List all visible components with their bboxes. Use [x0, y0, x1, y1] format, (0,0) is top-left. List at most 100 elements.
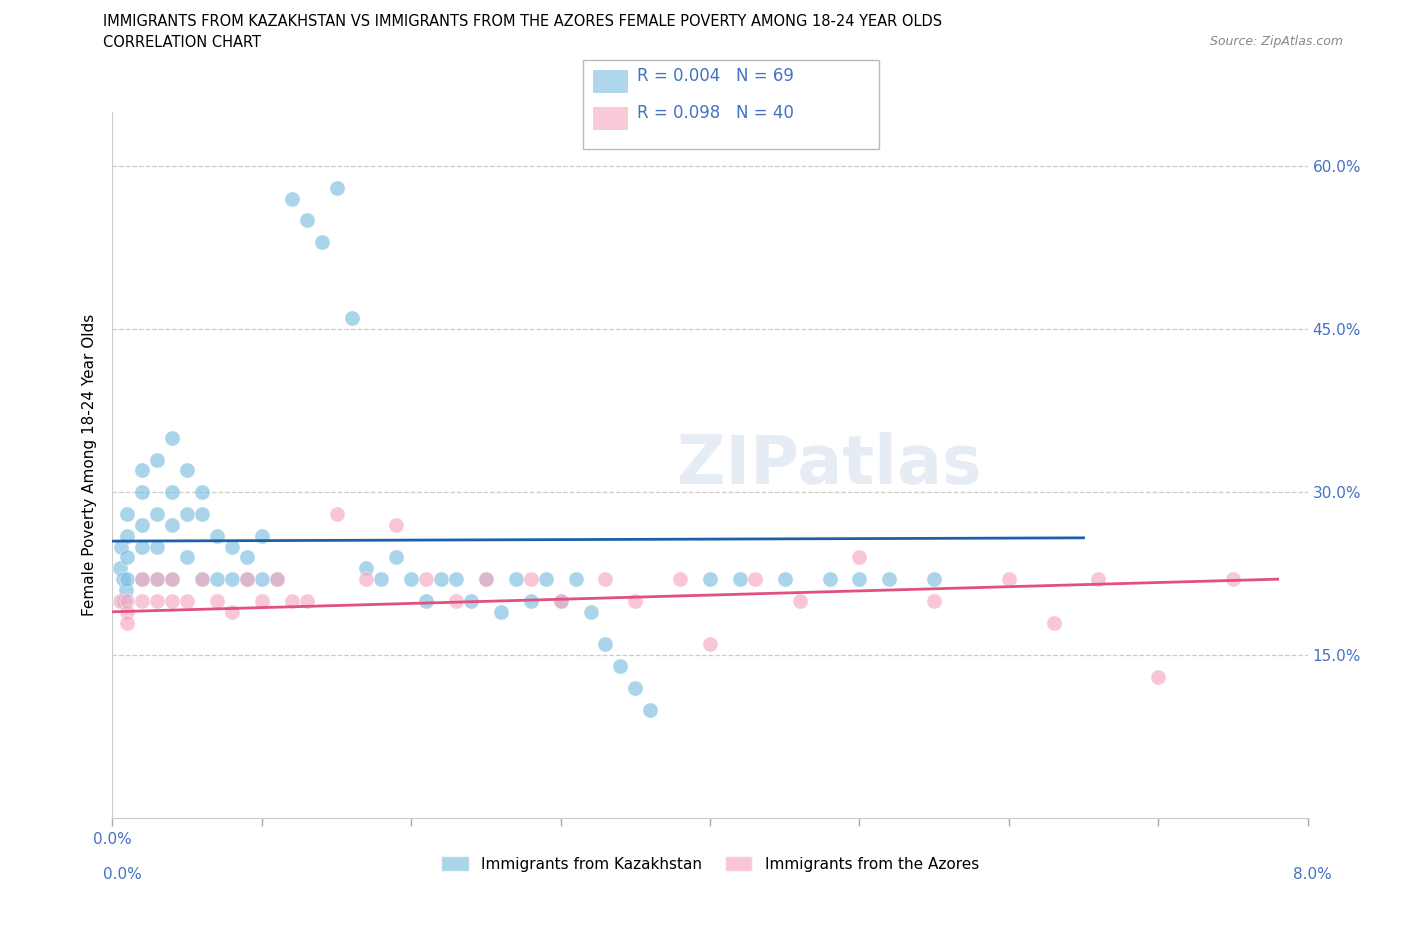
Point: [489, 604, 512, 619]
Point: [385, 550, 408, 565]
Point: [1087, 572, 1109, 587]
Point: [475, 572, 498, 587]
Point: [131, 539, 153, 554]
Point: [205, 528, 228, 543]
Point: [117, 604, 139, 619]
Point: [640, 702, 662, 717]
Point: [191, 485, 214, 499]
Point: [340, 311, 363, 325]
Point: [117, 593, 139, 608]
Text: 0.0%: 0.0%: [103, 867, 142, 882]
Point: [117, 507, 139, 522]
Point: [221, 604, 243, 619]
Point: [176, 593, 198, 608]
Point: [370, 572, 392, 587]
Point: [281, 192, 304, 206]
Point: [266, 572, 288, 587]
Point: [162, 593, 183, 608]
Point: [430, 572, 453, 587]
Point: [295, 213, 318, 228]
Point: [877, 572, 901, 587]
Point: [236, 572, 259, 587]
Point: [595, 572, 617, 587]
Point: [146, 452, 169, 467]
Point: [131, 572, 153, 587]
Point: [191, 572, 214, 587]
Point: [205, 572, 228, 587]
Point: [117, 616, 139, 631]
Point: [266, 572, 288, 587]
Point: [505, 572, 527, 587]
Point: [401, 572, 423, 587]
Point: [131, 463, 153, 478]
Point: [205, 593, 228, 608]
Point: [191, 507, 214, 522]
Point: [281, 593, 304, 608]
Point: [295, 593, 318, 608]
Point: [250, 572, 273, 587]
Point: [131, 593, 153, 608]
Point: [236, 550, 259, 565]
Point: [922, 593, 945, 608]
Point: [998, 572, 1021, 587]
Text: IMMIGRANTS FROM KAZAKHSTAN VS IMMIGRANTS FROM THE AZORES FEMALE POVERTY AMONG 18: IMMIGRANTS FROM KAZAKHSTAN VS IMMIGRANTS…: [103, 14, 942, 29]
Point: [818, 572, 841, 587]
Point: [385, 517, 408, 532]
Point: [325, 507, 347, 522]
Point: [146, 593, 169, 608]
Point: [744, 572, 766, 587]
Point: [699, 637, 721, 652]
Point: [444, 572, 467, 587]
Point: [111, 572, 134, 587]
Point: [221, 539, 243, 554]
Point: [236, 572, 259, 587]
Point: [415, 572, 437, 587]
Point: [520, 593, 543, 608]
Point: [146, 539, 169, 554]
Text: CORRELATION CHART: CORRELATION CHART: [103, 35, 260, 50]
Point: [595, 637, 617, 652]
Point: [534, 572, 557, 587]
Point: [162, 572, 183, 587]
Point: [624, 593, 647, 608]
Point: [162, 517, 183, 532]
Point: [176, 507, 198, 522]
Point: [221, 572, 243, 587]
Point: [922, 572, 945, 587]
Point: [117, 528, 139, 543]
Point: [117, 572, 139, 587]
Point: [146, 572, 169, 587]
Point: [609, 658, 631, 673]
Point: [131, 572, 153, 587]
Point: [550, 593, 572, 608]
Point: [789, 593, 811, 608]
Point: [415, 593, 437, 608]
Point: [250, 528, 273, 543]
Point: [162, 485, 183, 499]
Point: [848, 550, 870, 565]
Point: [475, 572, 498, 587]
Point: [131, 485, 153, 499]
Point: [176, 550, 198, 565]
Point: [1147, 670, 1170, 684]
Point: [191, 572, 214, 587]
Point: [550, 593, 572, 608]
Point: [460, 593, 482, 608]
Point: [117, 550, 139, 565]
Text: R = 0.004   N = 69: R = 0.004 N = 69: [637, 67, 794, 86]
Point: [444, 593, 467, 608]
Point: [311, 234, 333, 249]
Point: [325, 180, 347, 195]
Point: [162, 431, 183, 445]
Point: [115, 582, 138, 597]
Point: [564, 572, 586, 587]
Point: [624, 681, 647, 696]
Text: Source: ZipAtlas.com: Source: ZipAtlas.com: [1209, 35, 1343, 48]
Point: [114, 593, 135, 608]
Text: R = 0.098   N = 40: R = 0.098 N = 40: [637, 104, 794, 123]
Point: [728, 572, 751, 587]
Text: 8.0%: 8.0%: [1292, 867, 1331, 882]
Point: [250, 593, 273, 608]
Legend: Immigrants from Kazakhstan, Immigrants from the Azores: Immigrants from Kazakhstan, Immigrants f…: [434, 850, 986, 878]
Point: [176, 463, 198, 478]
